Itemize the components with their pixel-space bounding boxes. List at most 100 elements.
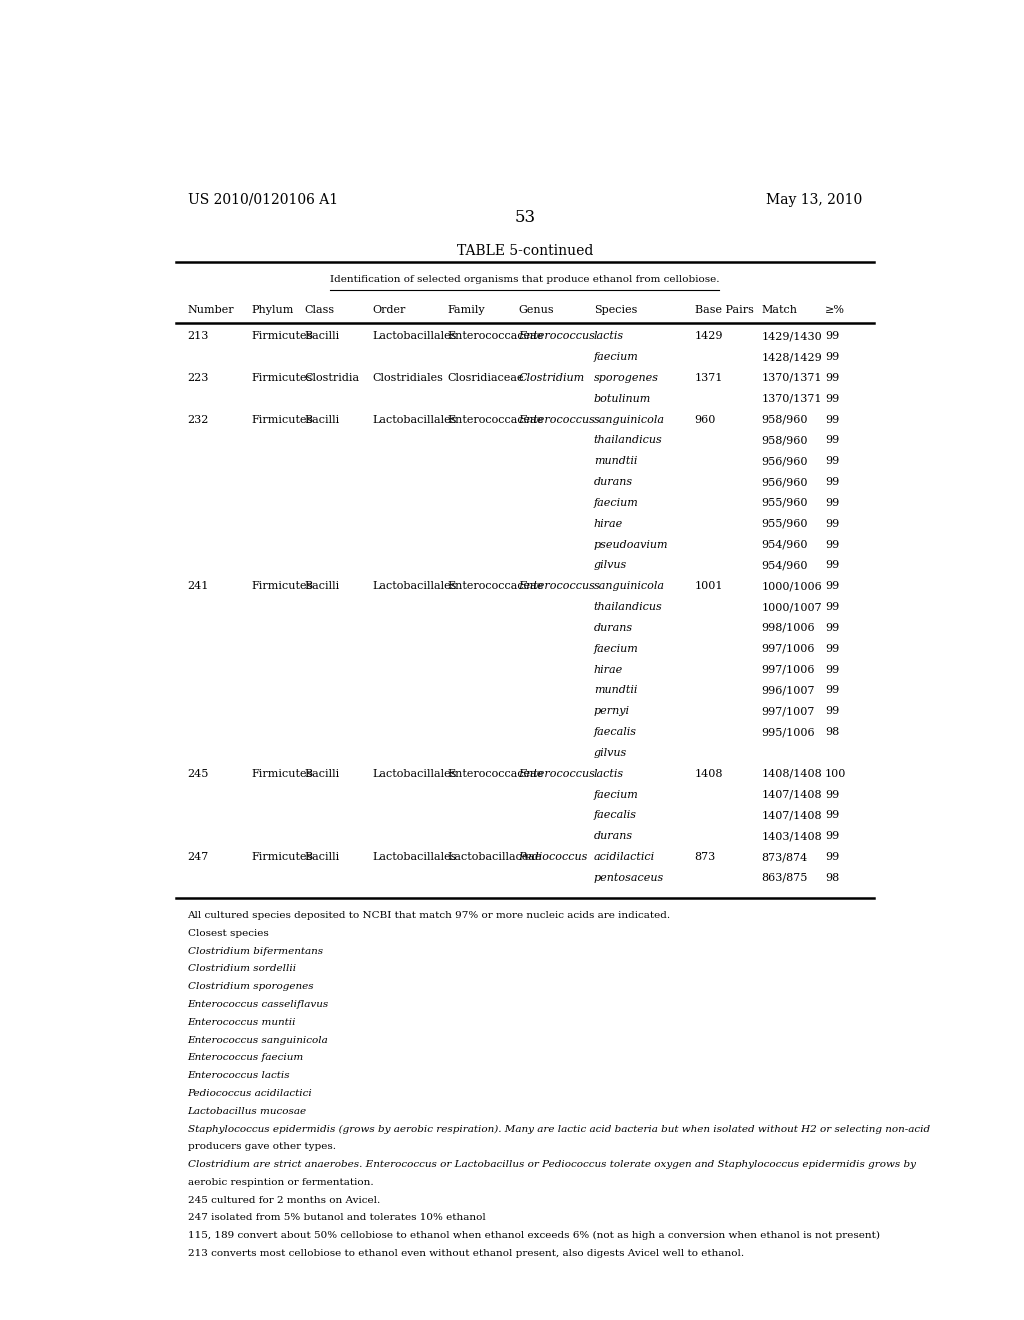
Text: Bacilli: Bacilli	[304, 414, 339, 425]
Text: 99: 99	[824, 810, 839, 821]
Text: gilvus: gilvus	[594, 561, 627, 570]
Text: sanguinicola: sanguinicola	[594, 581, 665, 591]
Text: sanguinicola: sanguinicola	[594, 414, 665, 425]
Text: Enterococcaceae: Enterococcaceae	[447, 331, 544, 341]
Text: 1429/1430: 1429/1430	[761, 331, 822, 341]
Text: 956/960: 956/960	[761, 477, 808, 487]
Text: 99: 99	[824, 540, 839, 549]
Text: 53: 53	[514, 210, 536, 226]
Text: 998/1006: 998/1006	[761, 623, 815, 632]
Text: 99: 99	[824, 372, 839, 383]
Text: 1000/1006: 1000/1006	[761, 581, 822, 591]
Text: 99: 99	[824, 561, 839, 570]
Text: 1000/1007: 1000/1007	[761, 602, 822, 612]
Text: Firmicutes: Firmicutes	[251, 768, 312, 779]
Text: 1403/1408: 1403/1408	[761, 832, 822, 841]
Text: Enterococcus faecium: Enterococcus faecium	[187, 1053, 304, 1063]
Text: Clostridium sordellii: Clostridium sordellii	[187, 965, 296, 973]
Text: 99: 99	[824, 853, 839, 862]
Text: Enterococcaceae: Enterococcaceae	[447, 581, 544, 591]
Text: 1408/1408: 1408/1408	[761, 768, 822, 779]
Text: thailandicus: thailandicus	[594, 436, 663, 445]
Text: Enterococcus: Enterococcus	[518, 768, 595, 779]
Text: Closridiaceae: Closridiaceae	[447, 372, 523, 383]
Text: Clostridia: Clostridia	[304, 372, 359, 383]
Text: Genus: Genus	[518, 305, 554, 314]
Text: All cultured species deposited to NCBI that match 97% or more nucleic acids are : All cultured species deposited to NCBI t…	[187, 911, 671, 920]
Text: 99: 99	[824, 519, 839, 529]
Text: 99: 99	[824, 644, 839, 653]
Text: 997/1006: 997/1006	[761, 644, 815, 653]
Text: 99: 99	[824, 352, 839, 362]
Text: durans: durans	[594, 623, 633, 632]
Text: 99: 99	[824, 498, 839, 508]
Text: faecium: faecium	[594, 352, 639, 362]
Text: Order: Order	[373, 305, 406, 314]
Text: sporogenes: sporogenes	[594, 372, 658, 383]
Text: pseudoavium: pseudoavium	[594, 540, 669, 549]
Text: faecium: faecium	[594, 644, 639, 653]
Text: 954/960: 954/960	[761, 540, 808, 549]
Text: 99: 99	[824, 477, 839, 487]
Text: 958/960: 958/960	[761, 414, 808, 425]
Text: 873: 873	[694, 853, 716, 862]
Text: 99: 99	[824, 331, 839, 341]
Text: 245 cultured for 2 months on Avicel.: 245 cultured for 2 months on Avicel.	[187, 1196, 380, 1205]
Text: 1407/1408: 1407/1408	[761, 789, 822, 800]
Text: durans: durans	[594, 477, 633, 487]
Text: 232: 232	[187, 414, 209, 425]
Text: Enterococcaceae: Enterococcaceae	[447, 414, 544, 425]
Text: US 2010/0120106 A1: US 2010/0120106 A1	[187, 193, 338, 207]
Text: thailandicus: thailandicus	[594, 602, 663, 612]
Text: Phylum: Phylum	[251, 305, 294, 314]
Text: pentosaceus: pentosaceus	[594, 873, 665, 883]
Text: Enterococcus sanguinicola: Enterococcus sanguinicola	[187, 1036, 329, 1044]
Text: Firmicutes: Firmicutes	[251, 581, 312, 591]
Text: faecalis: faecalis	[594, 727, 637, 737]
Text: Lactobacillales: Lactobacillales	[373, 581, 457, 591]
Text: 1370/1371: 1370/1371	[761, 372, 822, 383]
Text: lactis: lactis	[594, 331, 624, 341]
Text: Class: Class	[304, 305, 334, 314]
Text: 955/960: 955/960	[761, 498, 808, 508]
Text: Firmicutes: Firmicutes	[251, 414, 312, 425]
Text: 99: 99	[824, 706, 839, 717]
Text: Clostridium: Clostridium	[518, 372, 585, 383]
Text: Enterococcus: Enterococcus	[518, 581, 595, 591]
Text: 1370/1371: 1370/1371	[761, 393, 822, 404]
Text: Enterococcus muntii: Enterococcus muntii	[187, 1018, 296, 1027]
Text: 955/960: 955/960	[761, 519, 808, 529]
Text: 245: 245	[187, 768, 209, 779]
Text: hirae: hirae	[594, 664, 623, 675]
Text: Staphylococcus epidermidis (grows by aerobic respiration). Many are lactic acid : Staphylococcus epidermidis (grows by aer…	[187, 1125, 930, 1134]
Text: Enterococcus: Enterococcus	[518, 331, 595, 341]
Text: Bacilli: Bacilli	[304, 768, 339, 779]
Text: Bacilli: Bacilli	[304, 581, 339, 591]
Text: 99: 99	[824, 623, 839, 632]
Text: Closest species: Closest species	[187, 929, 268, 937]
Text: 996/1007: 996/1007	[761, 685, 815, 696]
Text: faecalis: faecalis	[594, 810, 637, 821]
Text: 99: 99	[824, 789, 839, 800]
Text: Firmicutes: Firmicutes	[251, 372, 312, 383]
Text: Clostridium bifermentans: Clostridium bifermentans	[187, 946, 323, 956]
Text: 98: 98	[824, 727, 839, 737]
Text: lactis: lactis	[594, 768, 624, 779]
Text: mundtii: mundtii	[594, 457, 637, 466]
Text: Family: Family	[447, 305, 484, 314]
Text: 1428/1429: 1428/1429	[761, 352, 822, 362]
Text: Enterococcus: Enterococcus	[518, 414, 595, 425]
Text: Match: Match	[761, 305, 798, 314]
Text: acidilactici: acidilactici	[594, 853, 655, 862]
Text: 1429: 1429	[694, 331, 723, 341]
Text: 958/960: 958/960	[761, 436, 808, 445]
Text: 1408: 1408	[694, 768, 723, 779]
Text: ≥%: ≥%	[824, 305, 845, 314]
Text: Number: Number	[187, 305, 234, 314]
Text: aerobic respintion or fermentation.: aerobic respintion or fermentation.	[187, 1177, 373, 1187]
Text: 956/960: 956/960	[761, 457, 808, 466]
Text: 213: 213	[187, 331, 209, 341]
Text: 98: 98	[824, 873, 839, 883]
Text: 223: 223	[187, 372, 209, 383]
Text: Lactobacillaceae: Lactobacillaceae	[447, 853, 542, 862]
